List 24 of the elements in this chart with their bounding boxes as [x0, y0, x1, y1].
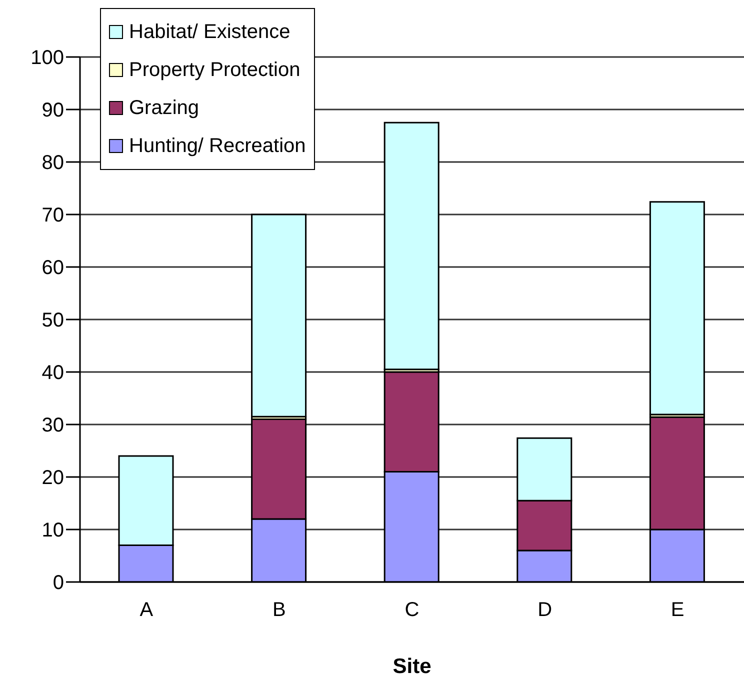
y-tick-label: 40: [42, 362, 64, 384]
x-tick-label: B: [272, 599, 286, 622]
bar: [649, 201, 705, 416]
y-tick-label: 70: [42, 204, 64, 227]
x-tick-label: C: [404, 599, 420, 622]
legend-label: Property Protection: [129, 58, 300, 82]
bar: [251, 214, 307, 418]
x-axis-title: Site: [392, 655, 432, 677]
y-tick-label: 50: [42, 310, 64, 332]
y-tick-label: 20: [42, 467, 64, 490]
legend-label: Grazing: [129, 96, 200, 120]
bar: [384, 122, 440, 370]
y-tick-label: 90: [42, 100, 64, 122]
y-tick-label: 100: [30, 47, 64, 70]
legend-label: Hunting/ Recreation: [129, 134, 306, 158]
y-tick-label: 0: [52, 572, 64, 594]
y-tick-label: 60: [42, 257, 64, 280]
x-tick-label: A: [140, 599, 154, 622]
legend-label: Habitat/ Existence: [129, 20, 290, 44]
y-tick-label: 10: [42, 520, 64, 542]
x-tick-label: D: [538, 599, 552, 622]
y-tick-label: 80: [42, 152, 64, 174]
y-tick-label: 30: [42, 414, 64, 437]
x-tick-label: E: [670, 599, 684, 622]
